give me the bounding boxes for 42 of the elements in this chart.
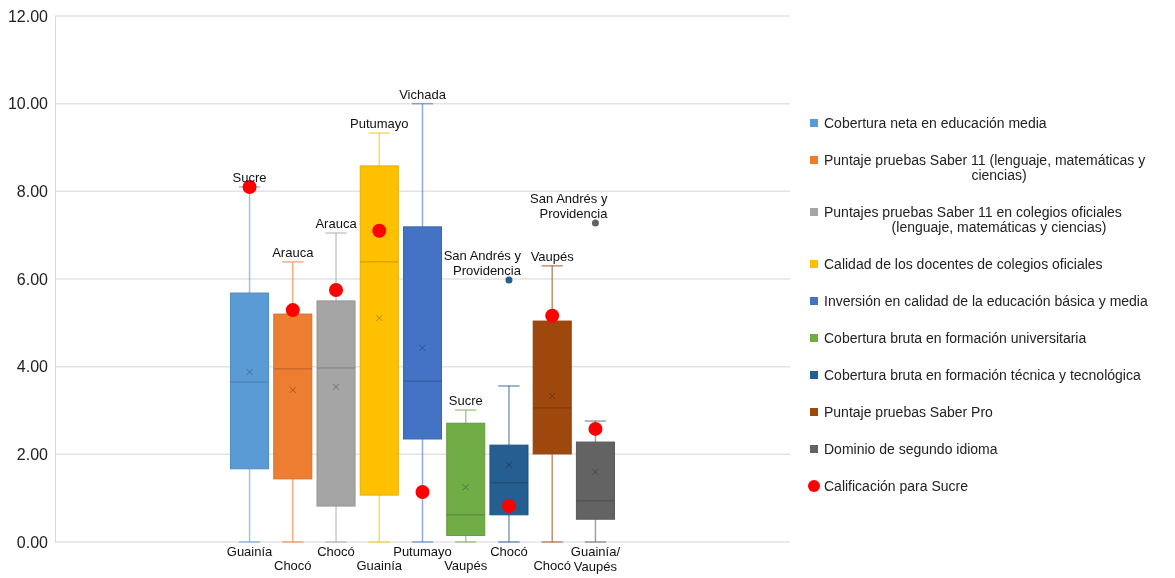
legend-label: Inversión en calidad de la educación básica y media: [824, 293, 1148, 309]
point: [501, 499, 516, 514]
text: Chocó: [490, 544, 528, 559]
y-tick-label: 12.00: [7, 7, 49, 25]
text: Guainía: [356, 558, 403, 573]
annotation: Vichada: [399, 86, 447, 102]
y-tick-label: 8.00: [16, 182, 49, 200]
legend-label: Cobertura bruta en formación técnica y tecnológica: [824, 367, 1141, 383]
annotation: Arauca: [272, 244, 315, 260]
point: [545, 308, 560, 323]
text: Vaupés: [444, 558, 488, 573]
y-tick-label: 2.00: [16, 445, 49, 463]
y-tick-label: 10.00: [7, 95, 49, 113]
annotation: Vaupés: [530, 248, 575, 264]
legend-label: Calidad de los docentes de colegios oficiales: [824, 256, 1103, 272]
y-tick-label: 0.00: [16, 533, 49, 551]
point: [285, 303, 300, 318]
annotation: Putumayo: [349, 116, 409, 132]
point: [372, 223, 387, 238]
text: Chocó: [274, 558, 312, 573]
annotation: San Andrés y Providencia: [530, 190, 609, 221]
legend-label: Puntaje pruebas Saber 11 (lenguaje, matemáticas y ciencias): [824, 152, 1146, 183]
annotation: Sucre: [232, 169, 267, 185]
legend-label: Calificación para Sucre: [824, 478, 969, 494]
text: Chocó: [533, 558, 571, 573]
annotation: Arauca: [315, 215, 358, 231]
annotation: Sucre: [448, 393, 483, 409]
legend-label: Cobertura neta en educación media: [824, 115, 1047, 131]
legend-label: Dominio de segundo idioma: [824, 441, 998, 457]
legend-label: Puntajes pruebas Saber 11 en colegios oficiales (lenguaje, matemáticas y ciencias): [824, 204, 1122, 235]
legend-label: Puntaje pruebas Saber Pro: [824, 404, 994, 420]
point: [415, 485, 430, 500]
text: Guainía/ Vaupés: [570, 544, 621, 574]
legend-label: Cobertura bruta en formación universitaria: [824, 330, 1087, 346]
point: [588, 421, 603, 436]
text: Chocó: [317, 544, 355, 559]
text: Guainía: [226, 544, 274, 559]
annotation: San Andrés y Providencia: [443, 247, 522, 278]
point: [329, 282, 344, 297]
text: Putumayo: [393, 544, 452, 559]
y-tick-label: 4.00: [16, 358, 49, 376]
y-tick-label: 6.00: [16, 270, 49, 288]
